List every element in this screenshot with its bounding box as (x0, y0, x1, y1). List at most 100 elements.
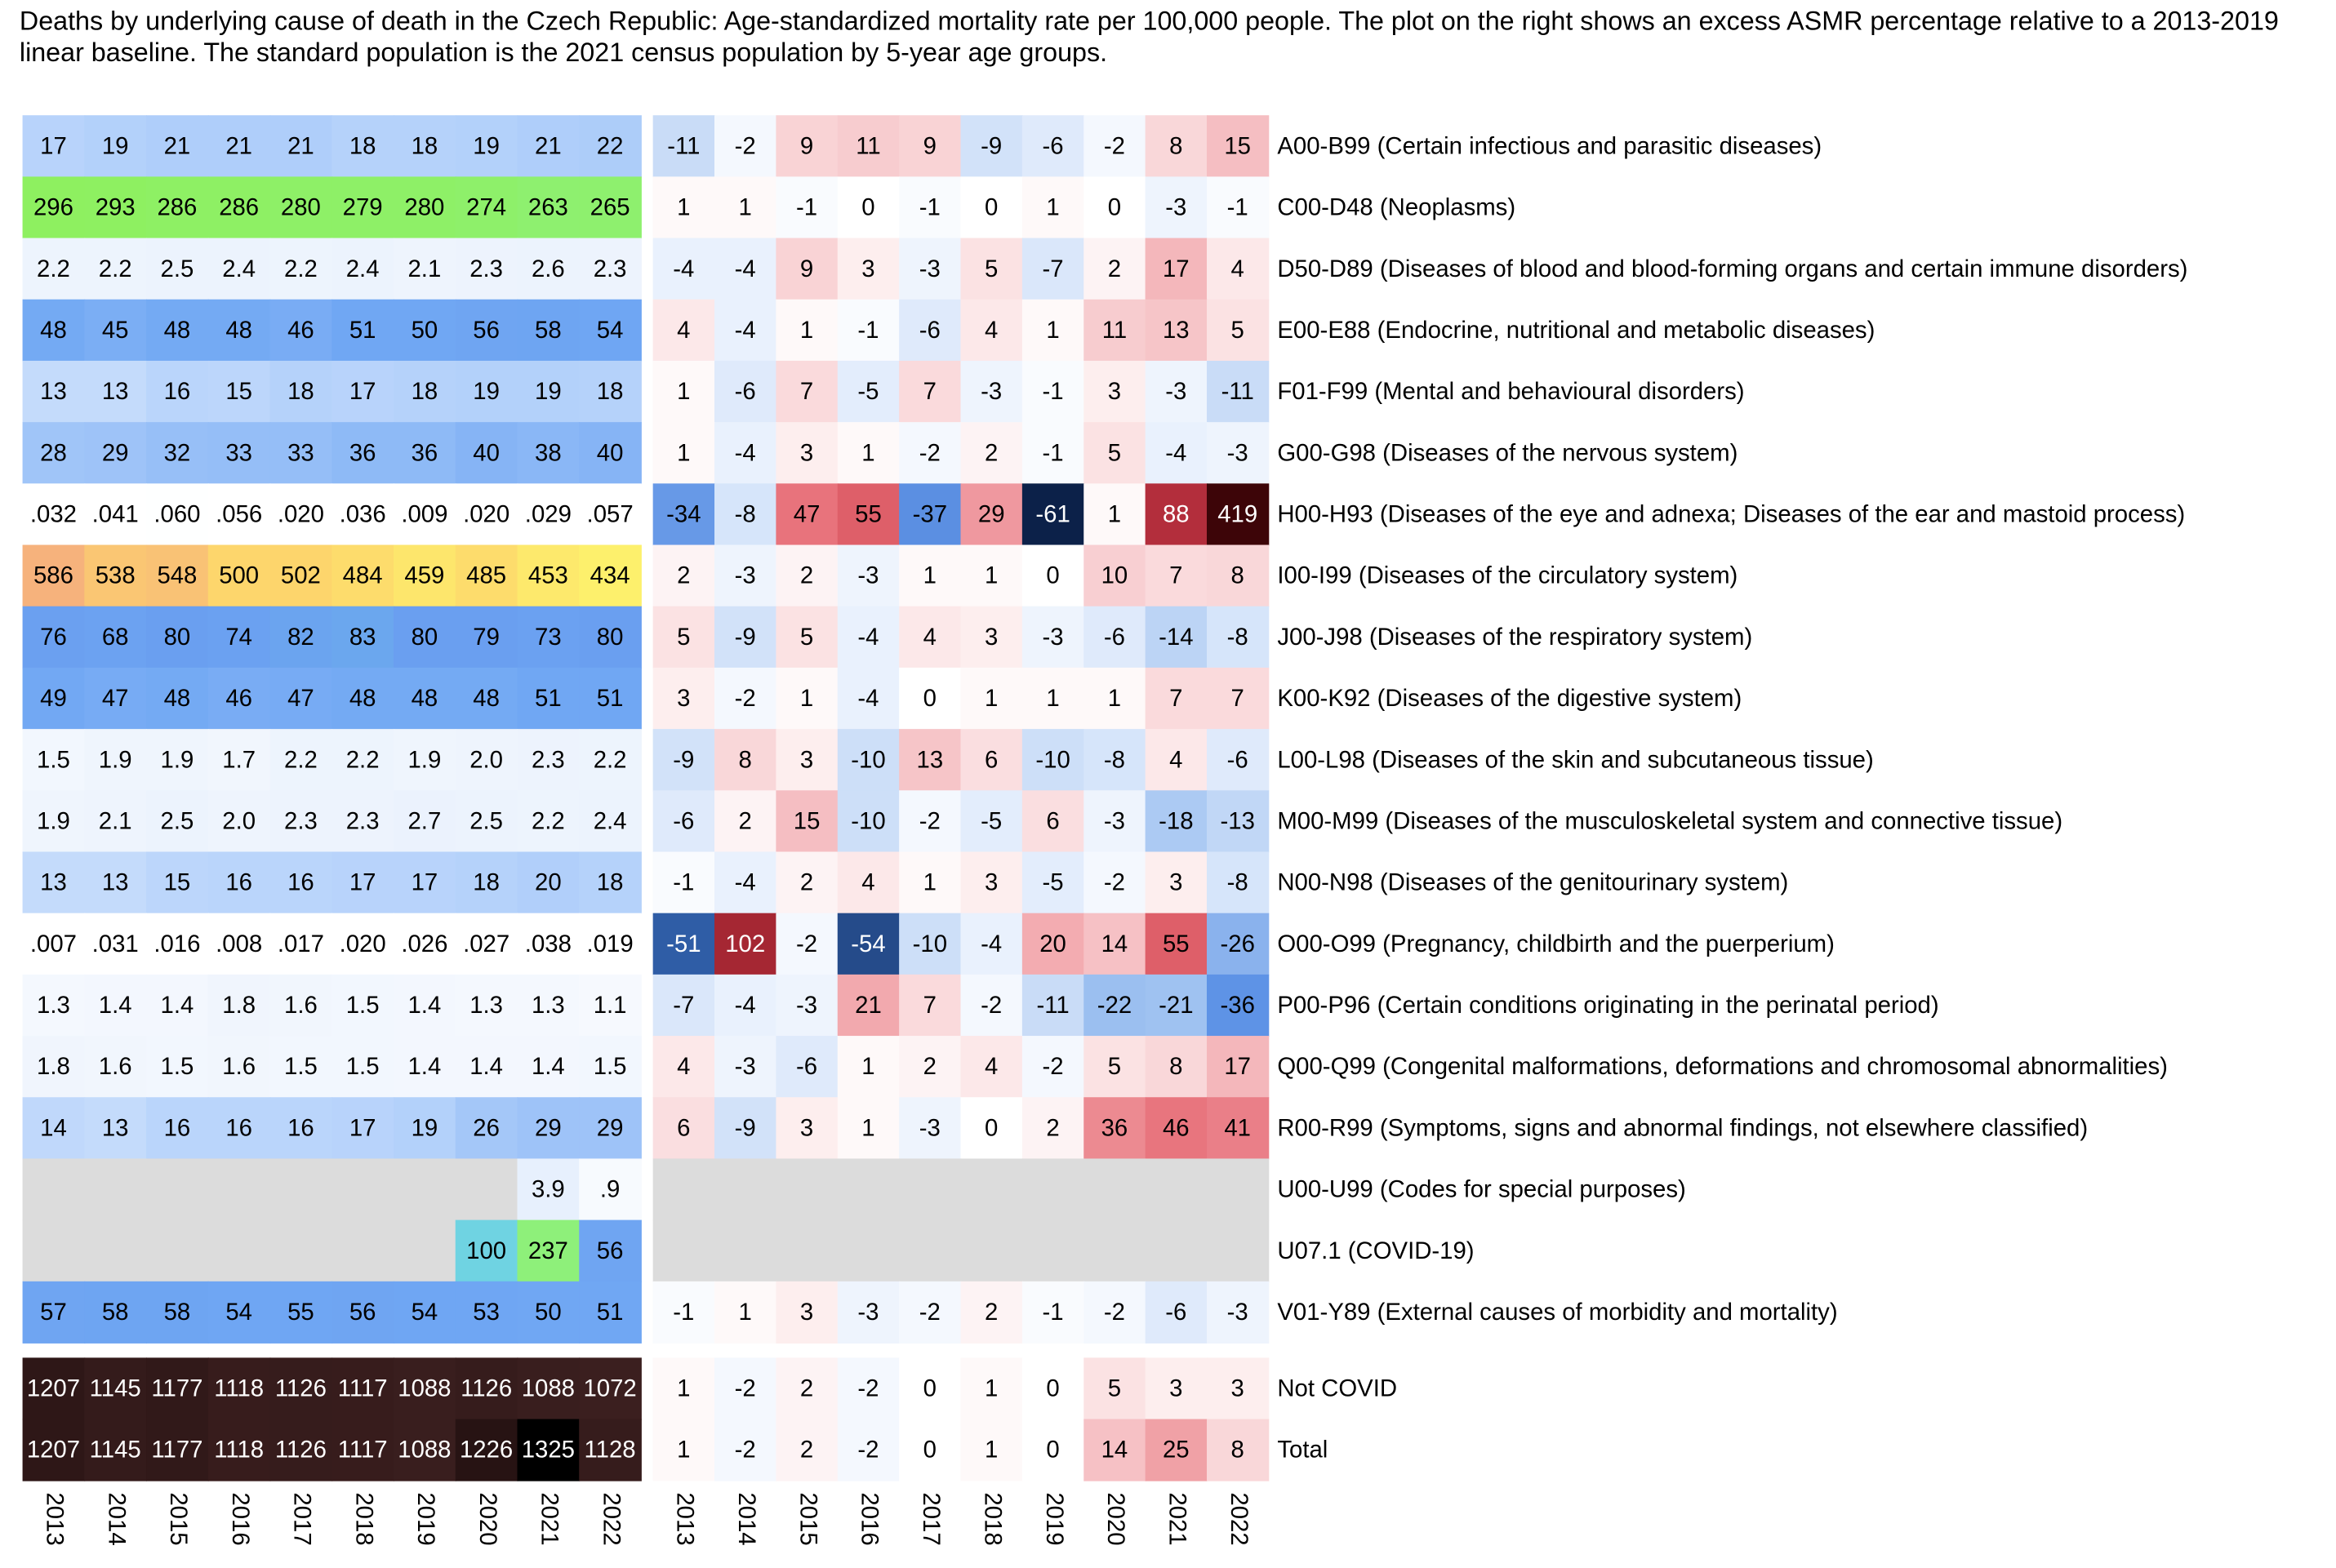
heat-cell (579, 422, 642, 485)
cell-label: 1.5 (346, 1053, 380, 1080)
cell-label: 2 (923, 1053, 937, 1080)
cell-label: .032 (30, 501, 77, 528)
x-tick-label: 2019 (412, 1492, 439, 1545)
missing-cell (1083, 1158, 1146, 1221)
heat-cell (1206, 176, 1270, 239)
cell-label: 1 (739, 1299, 752, 1326)
x-tick-label: 2020 (1102, 1492, 1129, 1545)
heat-cell (455, 115, 518, 178)
cell-label: 38 (535, 439, 562, 466)
heat-cell (837, 851, 901, 914)
cell-label: 51 (597, 1299, 624, 1326)
heat-cell (652, 606, 715, 669)
cell-label: -4 (857, 624, 879, 651)
row-label: V01-Y89 (External causes of morbidity an… (1277, 1299, 1837, 1326)
cell-label: 55 (287, 1299, 314, 1326)
cell-label: 3 (985, 869, 998, 896)
cell-label: 3 (1169, 869, 1182, 896)
x-tick-label: 2015 (794, 1492, 821, 1545)
cell-label: 2 (1108, 255, 1121, 282)
heat-cell (899, 851, 962, 914)
heat-cell (960, 974, 1023, 1037)
heat-cell (837, 115, 901, 178)
heat-cell (837, 544, 901, 607)
heat-cell (84, 238, 147, 300)
cell-label: -7 (673, 992, 694, 1019)
cell-label: .008 (216, 931, 262, 957)
cell-label: 2.2 (284, 255, 318, 282)
heat-cell (899, 606, 962, 669)
cell-label: 2.4 (222, 255, 256, 282)
heat-cell (455, 422, 518, 485)
heat-cell (714, 667, 777, 731)
cell-label: 36 (349, 439, 376, 466)
heat-cell (837, 1097, 901, 1160)
heat-cell (776, 544, 839, 607)
cell-label: 1126 (275, 1437, 327, 1464)
cell-label: -18 (1159, 807, 1193, 834)
cell-label: 1.8 (37, 1053, 70, 1080)
heat-cell (455, 299, 518, 362)
heat-cell (517, 790, 581, 853)
heat-cell (455, 1036, 518, 1099)
cell-label: 3 (1108, 378, 1121, 405)
heat-cell (22, 1357, 86, 1420)
heat-cell (146, 360, 209, 424)
cell-label: -34 (666, 501, 701, 528)
cell-label: 68 (102, 624, 129, 651)
cell-label: 13 (40, 869, 67, 896)
cell-label: 17 (349, 378, 376, 405)
cell-label: 280 (404, 194, 444, 221)
cell-label: 1.3 (469, 992, 503, 1019)
cell-label: 1325 (522, 1437, 575, 1464)
heat-cell (1021, 483, 1085, 546)
cell-label: -2 (735, 1375, 756, 1402)
heat-cell (1083, 115, 1146, 178)
heat-cell (652, 238, 715, 300)
cell-label: 13 (917, 746, 944, 773)
cell-label: 1 (800, 685, 813, 712)
cell-label: -11 (1221, 378, 1254, 405)
cell-label: 3 (677, 685, 690, 712)
cell-label: 55 (1163, 931, 1190, 957)
row-label: C00-D48 (Neoplasms) (1277, 194, 1515, 221)
heat-cell (1206, 606, 1270, 669)
cell-label: .027 (463, 931, 509, 957)
cell-label: 18 (597, 869, 624, 896)
heat-cell (331, 115, 394, 178)
heat-cell (22, 1281, 86, 1344)
heat-cell (837, 974, 901, 1037)
cell-label: .031 (92, 931, 139, 957)
cell-label: 58 (535, 317, 562, 344)
heat-cell (960, 851, 1023, 914)
heat-cell (1021, 1419, 1085, 1481)
cell-label: 17 (349, 869, 376, 896)
missing-cell (1206, 1158, 1270, 1221)
cell-label: 21 (855, 992, 882, 1019)
cell-label: -13 (1220, 807, 1254, 834)
heat-cell (899, 176, 962, 239)
cell-label: -2 (1104, 869, 1125, 896)
x-tick-label: 2014 (733, 1492, 760, 1545)
heat-cell (207, 729, 271, 792)
cell-label: 57 (40, 1299, 67, 1326)
cell-label: 4 (985, 317, 998, 344)
heat-cell (1021, 360, 1085, 424)
heat-cell (146, 667, 209, 731)
heat-cell (899, 1097, 962, 1160)
cell-label: 0 (1046, 1437, 1059, 1464)
cell-label: -2 (735, 685, 756, 712)
heat-cell (146, 1419, 209, 1481)
heat-cell (517, 913, 581, 975)
cell-label: 1 (1046, 317, 1059, 344)
heat-cell (84, 667, 147, 731)
heat-cell (1206, 913, 1270, 975)
cell-label: 1.6 (99, 1053, 132, 1080)
cell-label: 4 (923, 624, 937, 651)
heat-cell (84, 360, 147, 424)
heat-cell (22, 422, 86, 485)
heat-cell (517, 1419, 581, 1481)
cell-label: 46 (287, 317, 314, 344)
heat-cell (652, 1357, 715, 1420)
heat-cell (146, 1097, 209, 1160)
